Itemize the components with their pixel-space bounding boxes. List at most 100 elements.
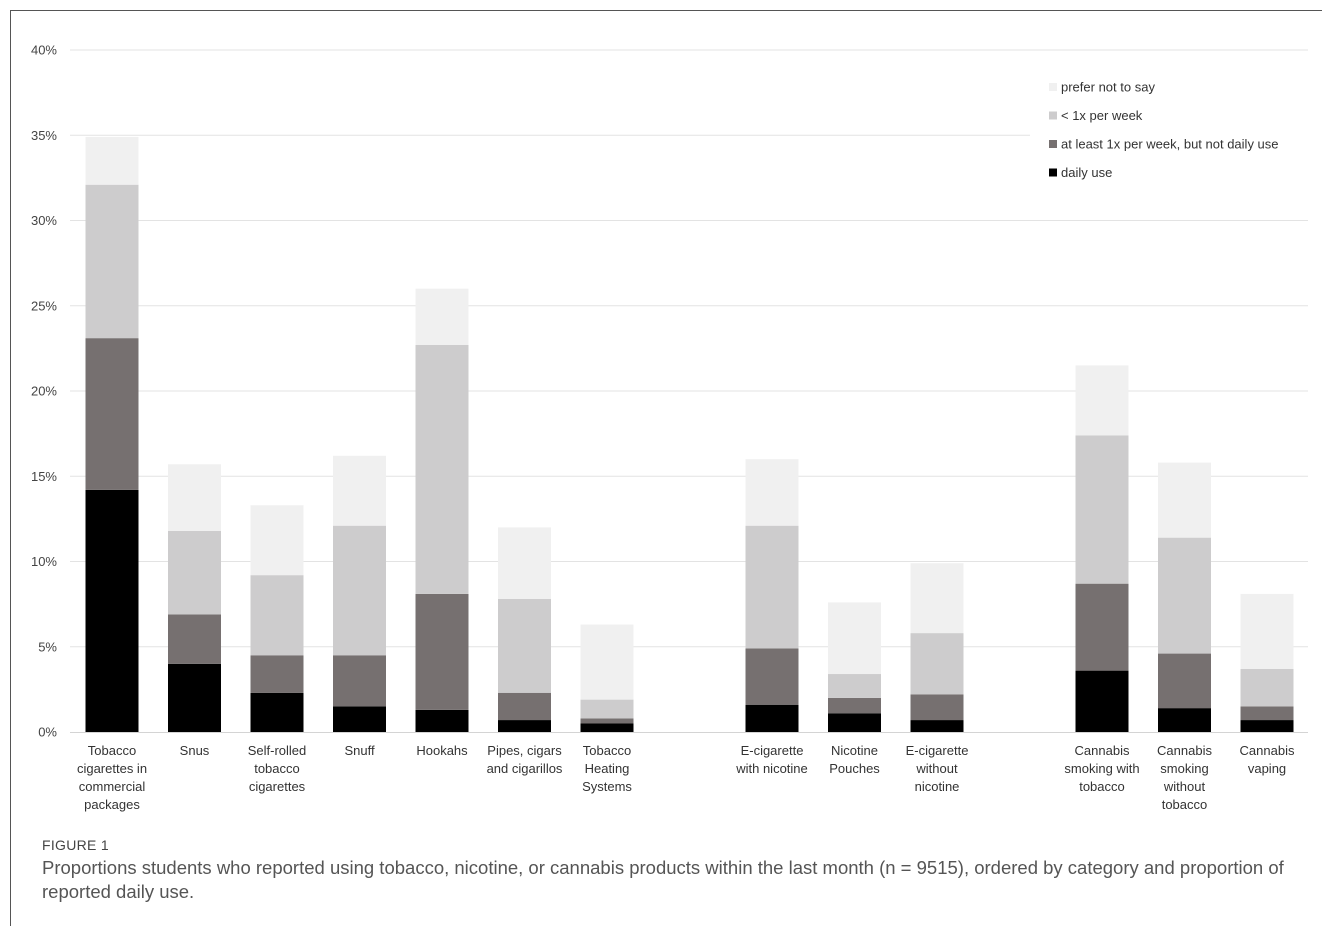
y-tick-label: 30% xyxy=(31,213,57,228)
figure-frame-left xyxy=(10,10,11,926)
x-tick-label-line: smoking xyxy=(1160,761,1208,776)
y-tick-label: 40% xyxy=(31,43,57,58)
x-tick-label: Self-rolled tobacco cigarettes xyxy=(248,743,307,794)
x-tick-label-line: Pipes, cigars xyxy=(487,743,562,758)
bar-segment xyxy=(85,489,139,732)
y-tick-label: 20% xyxy=(31,384,57,399)
bar-segment xyxy=(580,624,634,700)
x-tick-label: Cannabis vaping xyxy=(1240,743,1295,776)
bar-segment xyxy=(745,525,799,649)
bar-segment xyxy=(415,709,469,732)
y-tick-label: 35% xyxy=(31,128,57,143)
x-tick-label-line: Nicotine xyxy=(831,743,878,758)
x-tick-label-line: with nicotine xyxy=(735,761,808,776)
x-tick-label: Hookahs xyxy=(416,743,468,758)
bar-segment xyxy=(498,527,551,600)
bar-segment xyxy=(168,464,221,531)
x-tick-label-line: E-cigarette xyxy=(741,743,804,758)
bar-segment xyxy=(1158,708,1211,732)
legend-swatch xyxy=(1049,111,1057,120)
x-tick-label-line: Systems xyxy=(582,779,632,794)
x-tick-label-line: tobacco xyxy=(1162,797,1208,812)
stacked-bar-chart: 0% 5% 10% 15% 20% 25% 30% 35% 40% Tobacco cigaret… xyxy=(31,43,1308,812)
bar-segment xyxy=(745,459,799,526)
x-tick-label-line: cigarettes in xyxy=(77,761,147,776)
y-tick-label: 25% xyxy=(31,298,57,313)
bar-segment xyxy=(168,663,221,732)
bar-segment xyxy=(250,505,304,576)
x-tick-label-line: Snus xyxy=(180,743,210,758)
bar-segment xyxy=(1075,583,1129,671)
bar-segment xyxy=(1240,668,1294,707)
x-tick-label-line: Cannabis xyxy=(1075,743,1130,758)
x-tick-label-line: nicotine xyxy=(915,779,960,794)
bar-segment xyxy=(910,720,964,732)
category-labels: Tobacco cigarettes in commercial packages Sn… xyxy=(77,743,1295,812)
y-tick-label: 5% xyxy=(38,639,57,654)
bar-segment xyxy=(333,455,386,526)
y-tick-label: 10% xyxy=(31,554,57,569)
bar-segment xyxy=(1158,653,1211,709)
y-axis-ticks: 0% 5% 10% 15% 20% 25% 30% 35% 40% xyxy=(31,43,57,740)
figure-label: FIGURE 1 xyxy=(42,837,109,853)
bar-segment xyxy=(1158,537,1211,654)
bar-segment xyxy=(168,614,221,664)
x-tick-label-line: Pouches xyxy=(829,761,880,776)
x-tick-label-line: Cannabis xyxy=(1157,743,1212,758)
x-tick-label: Cannabis smoking with tobacco xyxy=(1064,743,1139,794)
legend-label: daily use xyxy=(1061,165,1112,180)
x-tick-label-line: smoking with xyxy=(1064,761,1139,776)
legend-label: at least 1x per week, but not daily use xyxy=(1061,137,1279,152)
bar-segment xyxy=(498,720,551,732)
bar-segment xyxy=(828,674,881,698)
x-tick-label-line: Tobacco xyxy=(583,743,631,758)
bars xyxy=(85,136,1294,732)
bar-segment xyxy=(85,136,139,185)
x-tick-label-line: Heating xyxy=(585,761,630,776)
legend-background xyxy=(1030,62,1308,190)
x-tick-label: Tobacco Heating Systems xyxy=(582,743,632,794)
legend-label: prefer not to say xyxy=(1061,80,1155,95)
bar-segment xyxy=(1240,720,1294,732)
y-tick-label: 0% xyxy=(38,725,57,740)
bar-segment xyxy=(1158,462,1211,538)
x-tick-label-line: Cannabis xyxy=(1240,743,1295,758)
x-tick-label-line: Snuff xyxy=(344,743,375,758)
x-tick-label: Nicotine Pouches xyxy=(829,743,880,776)
bar-segment xyxy=(580,699,634,719)
bar-segment xyxy=(1240,706,1294,721)
x-tick-label-line: E-cigarette xyxy=(906,743,969,758)
x-tick-label-line: Self-rolled xyxy=(248,743,307,758)
bar-segment xyxy=(250,575,304,656)
bar-segment xyxy=(498,599,551,693)
x-tick-label: E-cigarette with nicotine xyxy=(735,743,808,776)
x-tick-label: Pipes, cigars and cigarillos xyxy=(487,743,563,776)
bar-segment xyxy=(415,344,469,594)
bar-segment xyxy=(910,694,964,721)
bar-segment xyxy=(580,723,634,732)
bar-segment xyxy=(250,692,304,732)
legend: prefer not to say < 1x per week at least 1… xyxy=(1030,62,1308,190)
bar-segment xyxy=(828,713,881,732)
bar-segment xyxy=(580,718,634,724)
legend-label: < 1x per week xyxy=(1061,108,1143,123)
legend-swatch xyxy=(1049,168,1057,177)
x-tick-label-line: packages xyxy=(84,797,140,812)
bar-segment xyxy=(910,633,964,695)
legend-swatch xyxy=(1049,83,1057,91)
x-tick-label-line: Tobacco xyxy=(88,743,136,758)
bar-segment xyxy=(250,655,304,693)
bar-segment xyxy=(333,525,386,656)
x-tick-label-line: tobacco xyxy=(1079,779,1125,794)
x-tick-label: Snuff xyxy=(344,743,375,758)
bar-segment xyxy=(910,563,964,634)
x-tick-label-line: Hookahs xyxy=(416,743,468,758)
x-tick-label: Cannabis smoking without tobacco xyxy=(1157,743,1212,812)
y-tick-label: 15% xyxy=(31,469,57,484)
bar-segment xyxy=(415,593,469,710)
figure-frame-top xyxy=(10,10,1322,11)
bar-segment xyxy=(415,288,469,345)
x-tick-label: Snus xyxy=(180,743,210,758)
x-tick-label-line: tobacco xyxy=(254,761,300,776)
bar-segment xyxy=(828,602,881,675)
